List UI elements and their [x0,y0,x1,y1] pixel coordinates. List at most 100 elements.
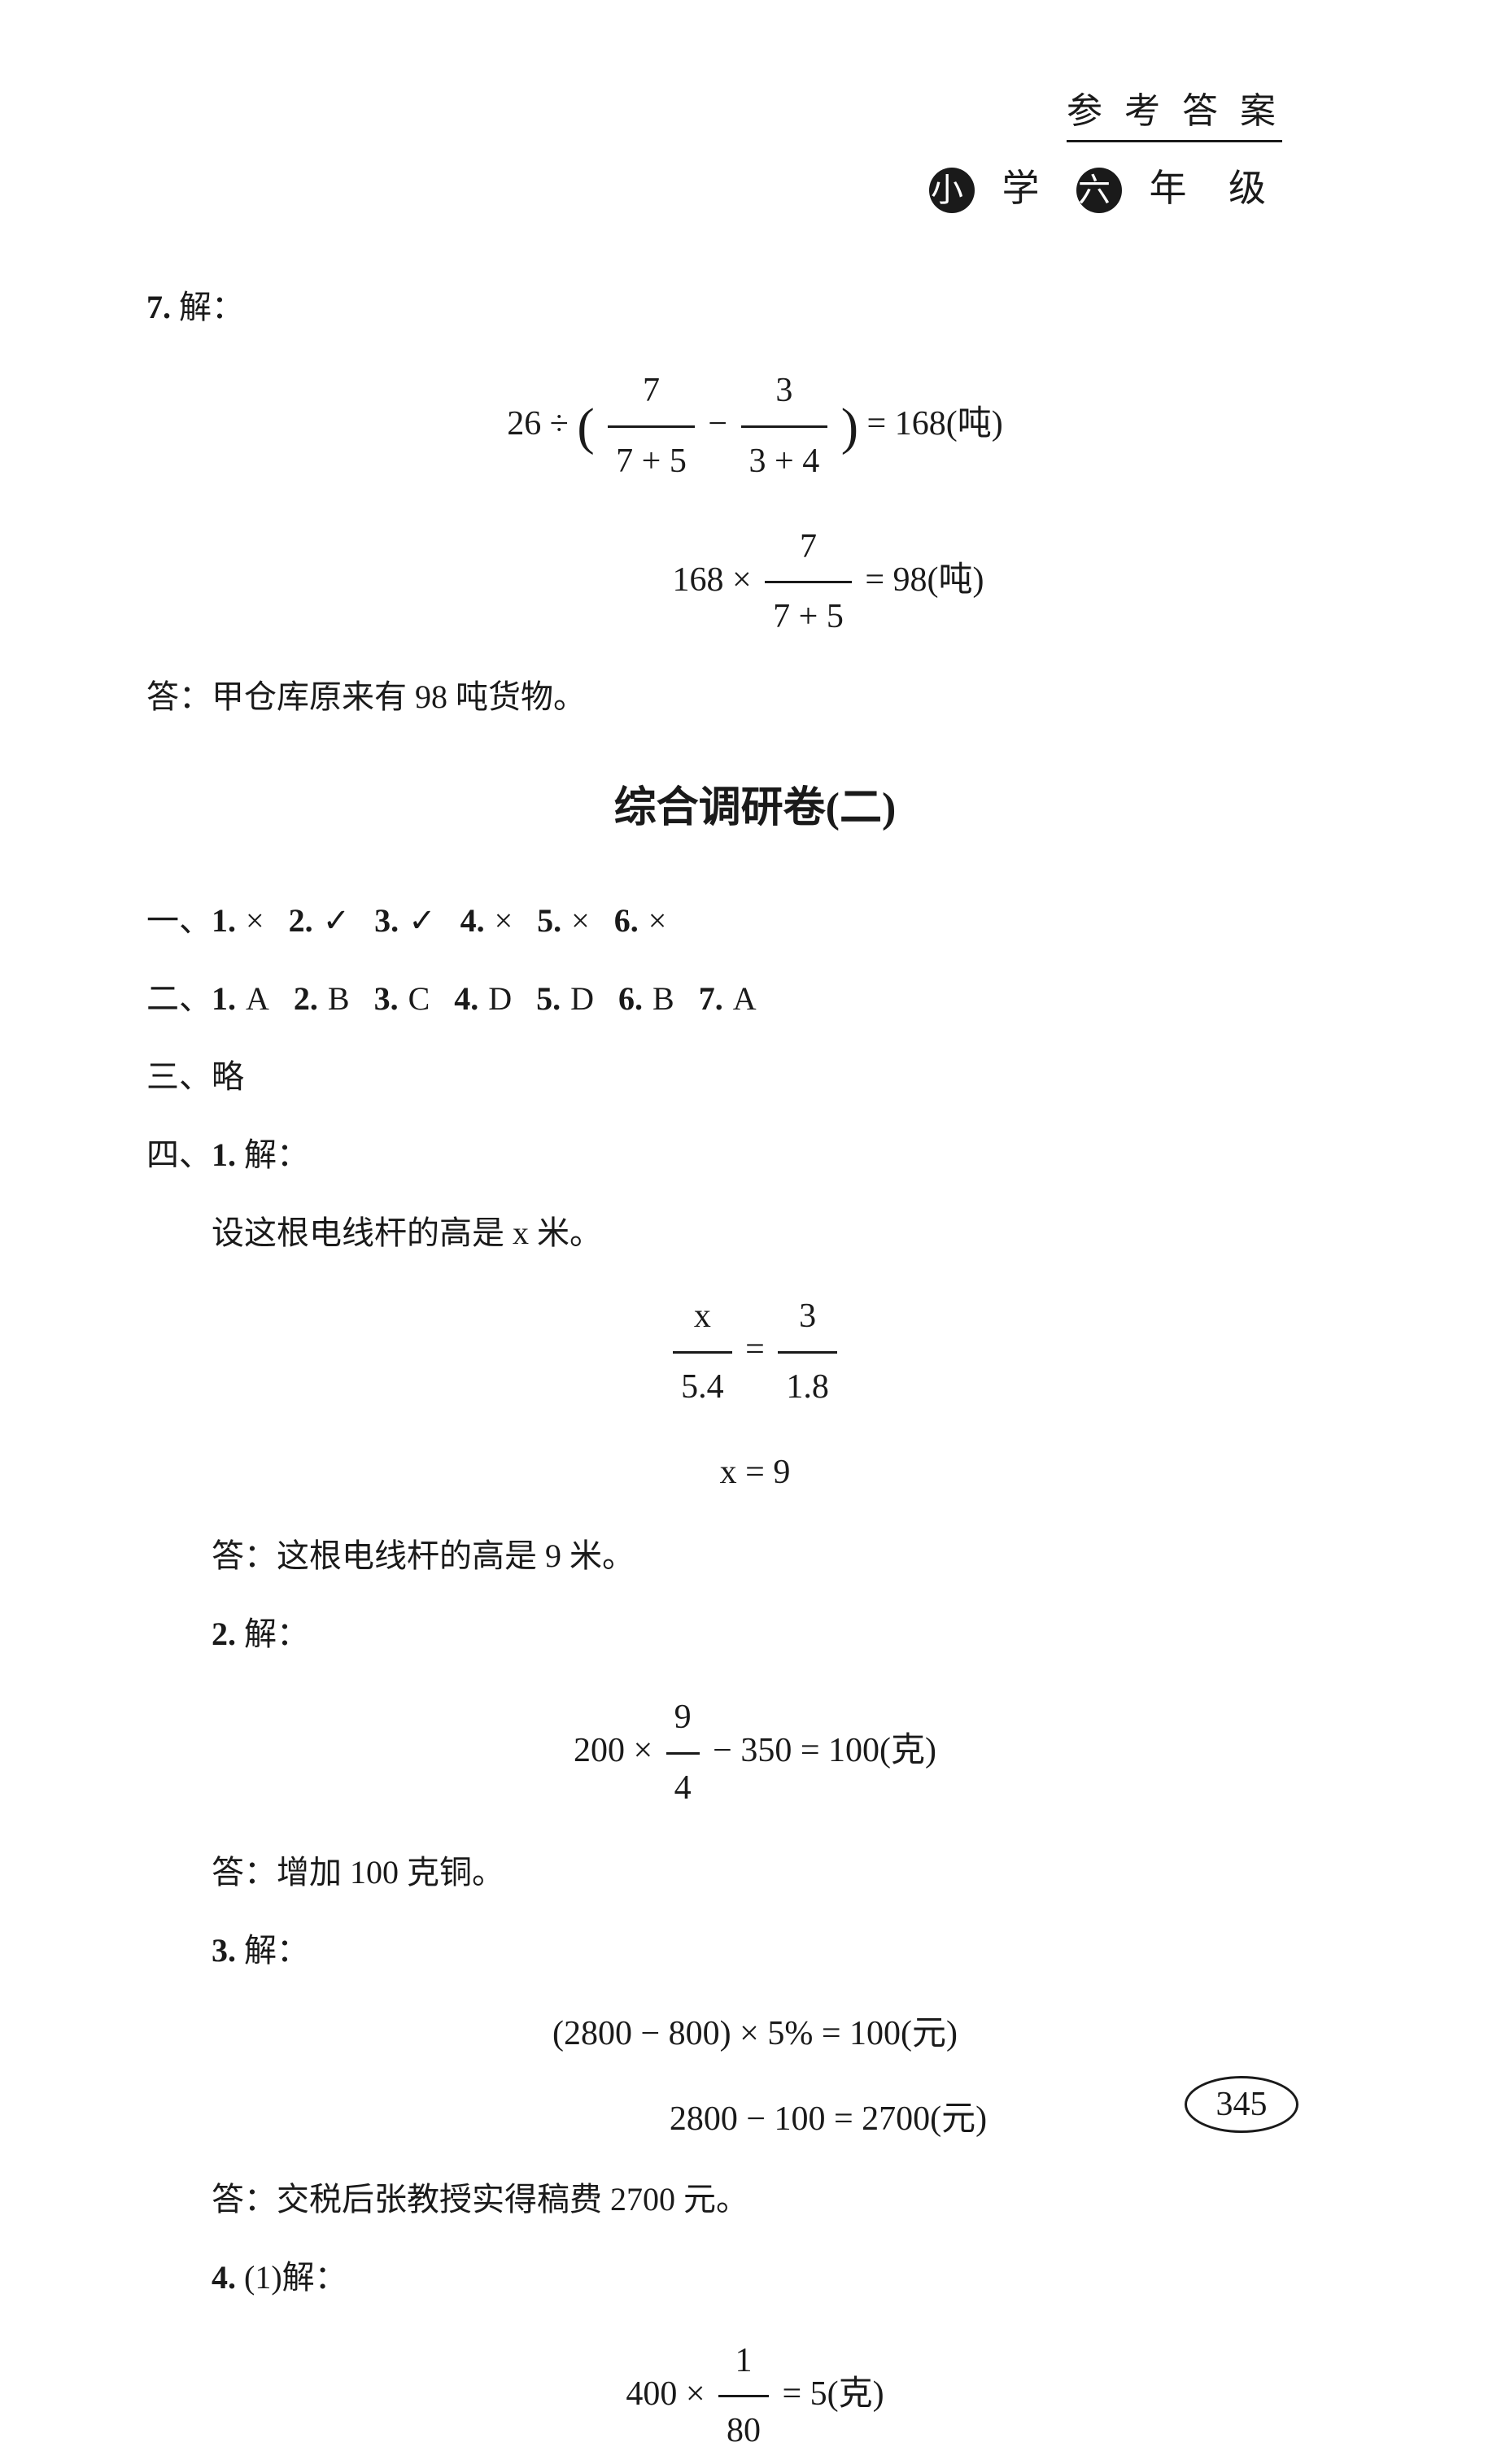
paren-left: ( [577,398,594,456]
item-num: 6. [618,980,643,1017]
part-4-q1: 四、1. 解： [146,1124,1364,1186]
fraction: x 5.4 [673,1284,732,1420]
equation: 200 × 9 4 − 350 = 100(克) [146,1686,1364,1821]
part-3: 三、略 [146,1046,1364,1108]
item-val: B [328,980,350,1017]
numerator: 3 [741,359,828,428]
eq-text: = 5(克) [783,2375,884,2413]
item-num: 1. [212,902,236,939]
part-prefix: 二、 [146,980,212,1017]
denominator: 7 + 5 [608,428,695,495]
setup-text: 设这根电线杆的高是 x 米。 [212,1202,1364,1264]
equation: x 5.4 = 3 1.8 [146,1284,1364,1420]
fraction: 7 7 + 5 [608,359,695,495]
problem-number: 3. [212,1932,236,1969]
item-num: 5. [536,980,561,1017]
part-text: 略 [212,1058,244,1095]
fraction: 1 80 [718,2329,769,2464]
fraction: 3 3 + 4 [741,359,828,495]
problem-number: 7. [146,289,171,325]
fraction: 9 4 [666,1686,700,1821]
solution-label: 解： [244,1616,309,1652]
part-prefix: 四、 [146,1136,212,1173]
solution-label: 解： [244,1136,309,1173]
problem-number: 4. [212,2259,236,2296]
numerator: 3 [778,1284,837,1354]
problem-number: 1. [212,1136,236,1173]
equation: (2800 − 800) × 5% = 100(元) [146,2002,1364,2067]
numerator: 7 [608,359,695,428]
equation-2: 168 × 7 7 + 5 = 98(吨) [293,515,1364,651]
part-4-q2: 2. 解： [212,1603,1364,1665]
equation-1: 26 ÷ ( 7 7 + 5 − 3 3 + 4 ) = 168(吨) [146,359,1364,495]
item-val: D [570,980,594,1017]
eq-text: − 350 = 100(克) [713,1732,936,1769]
item-num: 7. [699,980,723,1017]
part-prefix: 三、 [146,1058,212,1095]
grade-char: 年 [1150,159,1197,212]
eq-text: 26 ÷ [507,405,569,443]
fraction: 3 1.8 [778,1284,837,1420]
numerator: 1 [718,2329,769,2398]
answer-text: 答：交税后张教授实得稿费 2700 元。 [212,2169,1364,2231]
part-1-answers: 一、1.×2.✓3.✓4.×5.×6.× [146,890,1364,952]
minus-sign: − [708,405,727,443]
item-num: 3. [374,902,399,939]
equals-sign: = [745,1331,765,1368]
item-num: 6. [614,902,639,939]
item-num: 5. [537,902,561,939]
item-num: 1. [212,980,236,1017]
denominator: 5.4 [673,1354,732,1420]
denominator: 1.8 [778,1354,837,1420]
denominator: 3 + 4 [741,428,828,495]
eq-text: = 168(吨) [867,405,1003,443]
equation: 400 × 1 80 = 5(克) [146,2329,1364,2464]
page-header: 参 考 答 案 小 学 六 年 级 [927,81,1282,213]
grade-char: 级 [1229,159,1276,212]
answer-text: 答：甲仓库原来有 98 吨货物。 [146,666,1364,728]
item-val: C [408,980,430,1017]
grade-char: 六 [1076,168,1122,213]
grade-char: 学 [1002,159,1050,212]
page-number-container: 345 [1185,2076,1298,2133]
item-val: × [648,902,667,939]
eq-text: 400 × [626,2375,705,2413]
eq-text: 168 × [672,561,751,599]
equation: x = 9 [146,1441,1364,1506]
item-val: B [652,980,674,1017]
item-num: 2. [294,980,318,1017]
problem-7: 7. 解： [146,277,1364,338]
answer-text: 答：增加 100 克铜。 [212,1842,1364,1904]
problem-number: 2. [212,1616,236,1652]
denominator: 7 + 5 [765,583,852,650]
numerator: x [673,1284,732,1354]
page-content: 7. 解： 26 ÷ ( 7 7 + 5 − 3 3 + 4 ) = 168(吨… [146,277,1364,2464]
item-val: × [495,902,513,939]
item-num: 4. [460,902,485,939]
item-val: ✓ [323,902,351,939]
item-val: D [488,980,512,1017]
header-subtitle: 小 学 六 年 级 [927,159,1282,213]
part-2-answers: 二、1.A2.B3.C4.D5.D6.B7.A [146,968,1364,1030]
item-val: × [571,902,590,939]
solution-label: 解： [179,289,244,325]
numerator: 7 [765,515,852,584]
eq-text: 200 × [574,1732,652,1769]
page-number: 345 [1185,2076,1298,2133]
section-title: 综合调研卷(二) [146,769,1364,849]
fraction: 7 7 + 5 [765,515,852,651]
sub-label: (1)解： [244,2259,347,2296]
item-val: × [246,902,264,939]
item-num: 3. [374,980,399,1017]
part-4-q4: 4. (1)解： [212,2247,1364,2309]
answer-text: 答：这根电线杆的高是 9 米。 [212,1525,1364,1587]
grade-char: 小 [929,168,975,213]
item-num: 4. [454,980,478,1017]
item-val: A [733,980,757,1017]
denominator: 4 [666,1755,700,1821]
item-val: ✓ [408,902,436,939]
header-title: 参 考 答 案 [1067,81,1282,142]
paren-right: ) [841,398,858,456]
item-val: A [246,980,269,1017]
numerator: 9 [666,1686,700,1755]
